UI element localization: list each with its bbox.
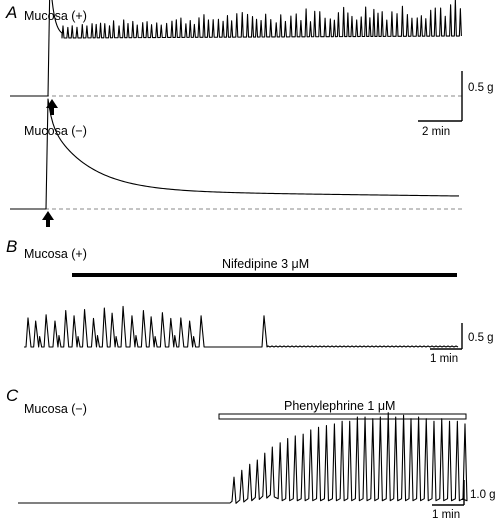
arrow-stimulus-a-top [46, 99, 58, 115]
trace-a-mucosa-minus [10, 98, 460, 210]
scale-label-time-a: 2 min [422, 126, 450, 138]
scale-label-amplitude-c: 1.0 g [470, 489, 496, 501]
trace-c-mucosa-minus [18, 412, 468, 504]
panel-c-label: Mucosa (−) [24, 402, 87, 416]
panel-b-label: Mucosa (+) [24, 247, 87, 261]
panel-letter-b: B [6, 237, 17, 256]
scale-label-time-c: 1 min [432, 509, 460, 521]
scale-label-amplitude-a: 0.5 g [468, 82, 494, 94]
scale-label-time-b: 1 min [430, 353, 458, 365]
trace-b-mucosa-plus [24, 305, 459, 348]
panel-a-top-label: Mucosa (+) [24, 9, 87, 23]
drug-bar-phenylephrine [218, 413, 467, 420]
arrow-stimulus-a-bottom [42, 211, 54, 227]
panel-letter-a: A [5, 3, 17, 22]
drug-label-phenylephrine: Phenylephrine 1 μM [284, 399, 395, 413]
drug-bar-nifedipine [72, 273, 457, 277]
trace-a-mucosa-plus [10, 0, 462, 97]
scale-label-amplitude-b: 0.5 g [468, 332, 494, 344]
panel-letter-c: C [6, 386, 19, 405]
drug-label-nifedipine: Nifedipine 3 μM [222, 257, 309, 271]
